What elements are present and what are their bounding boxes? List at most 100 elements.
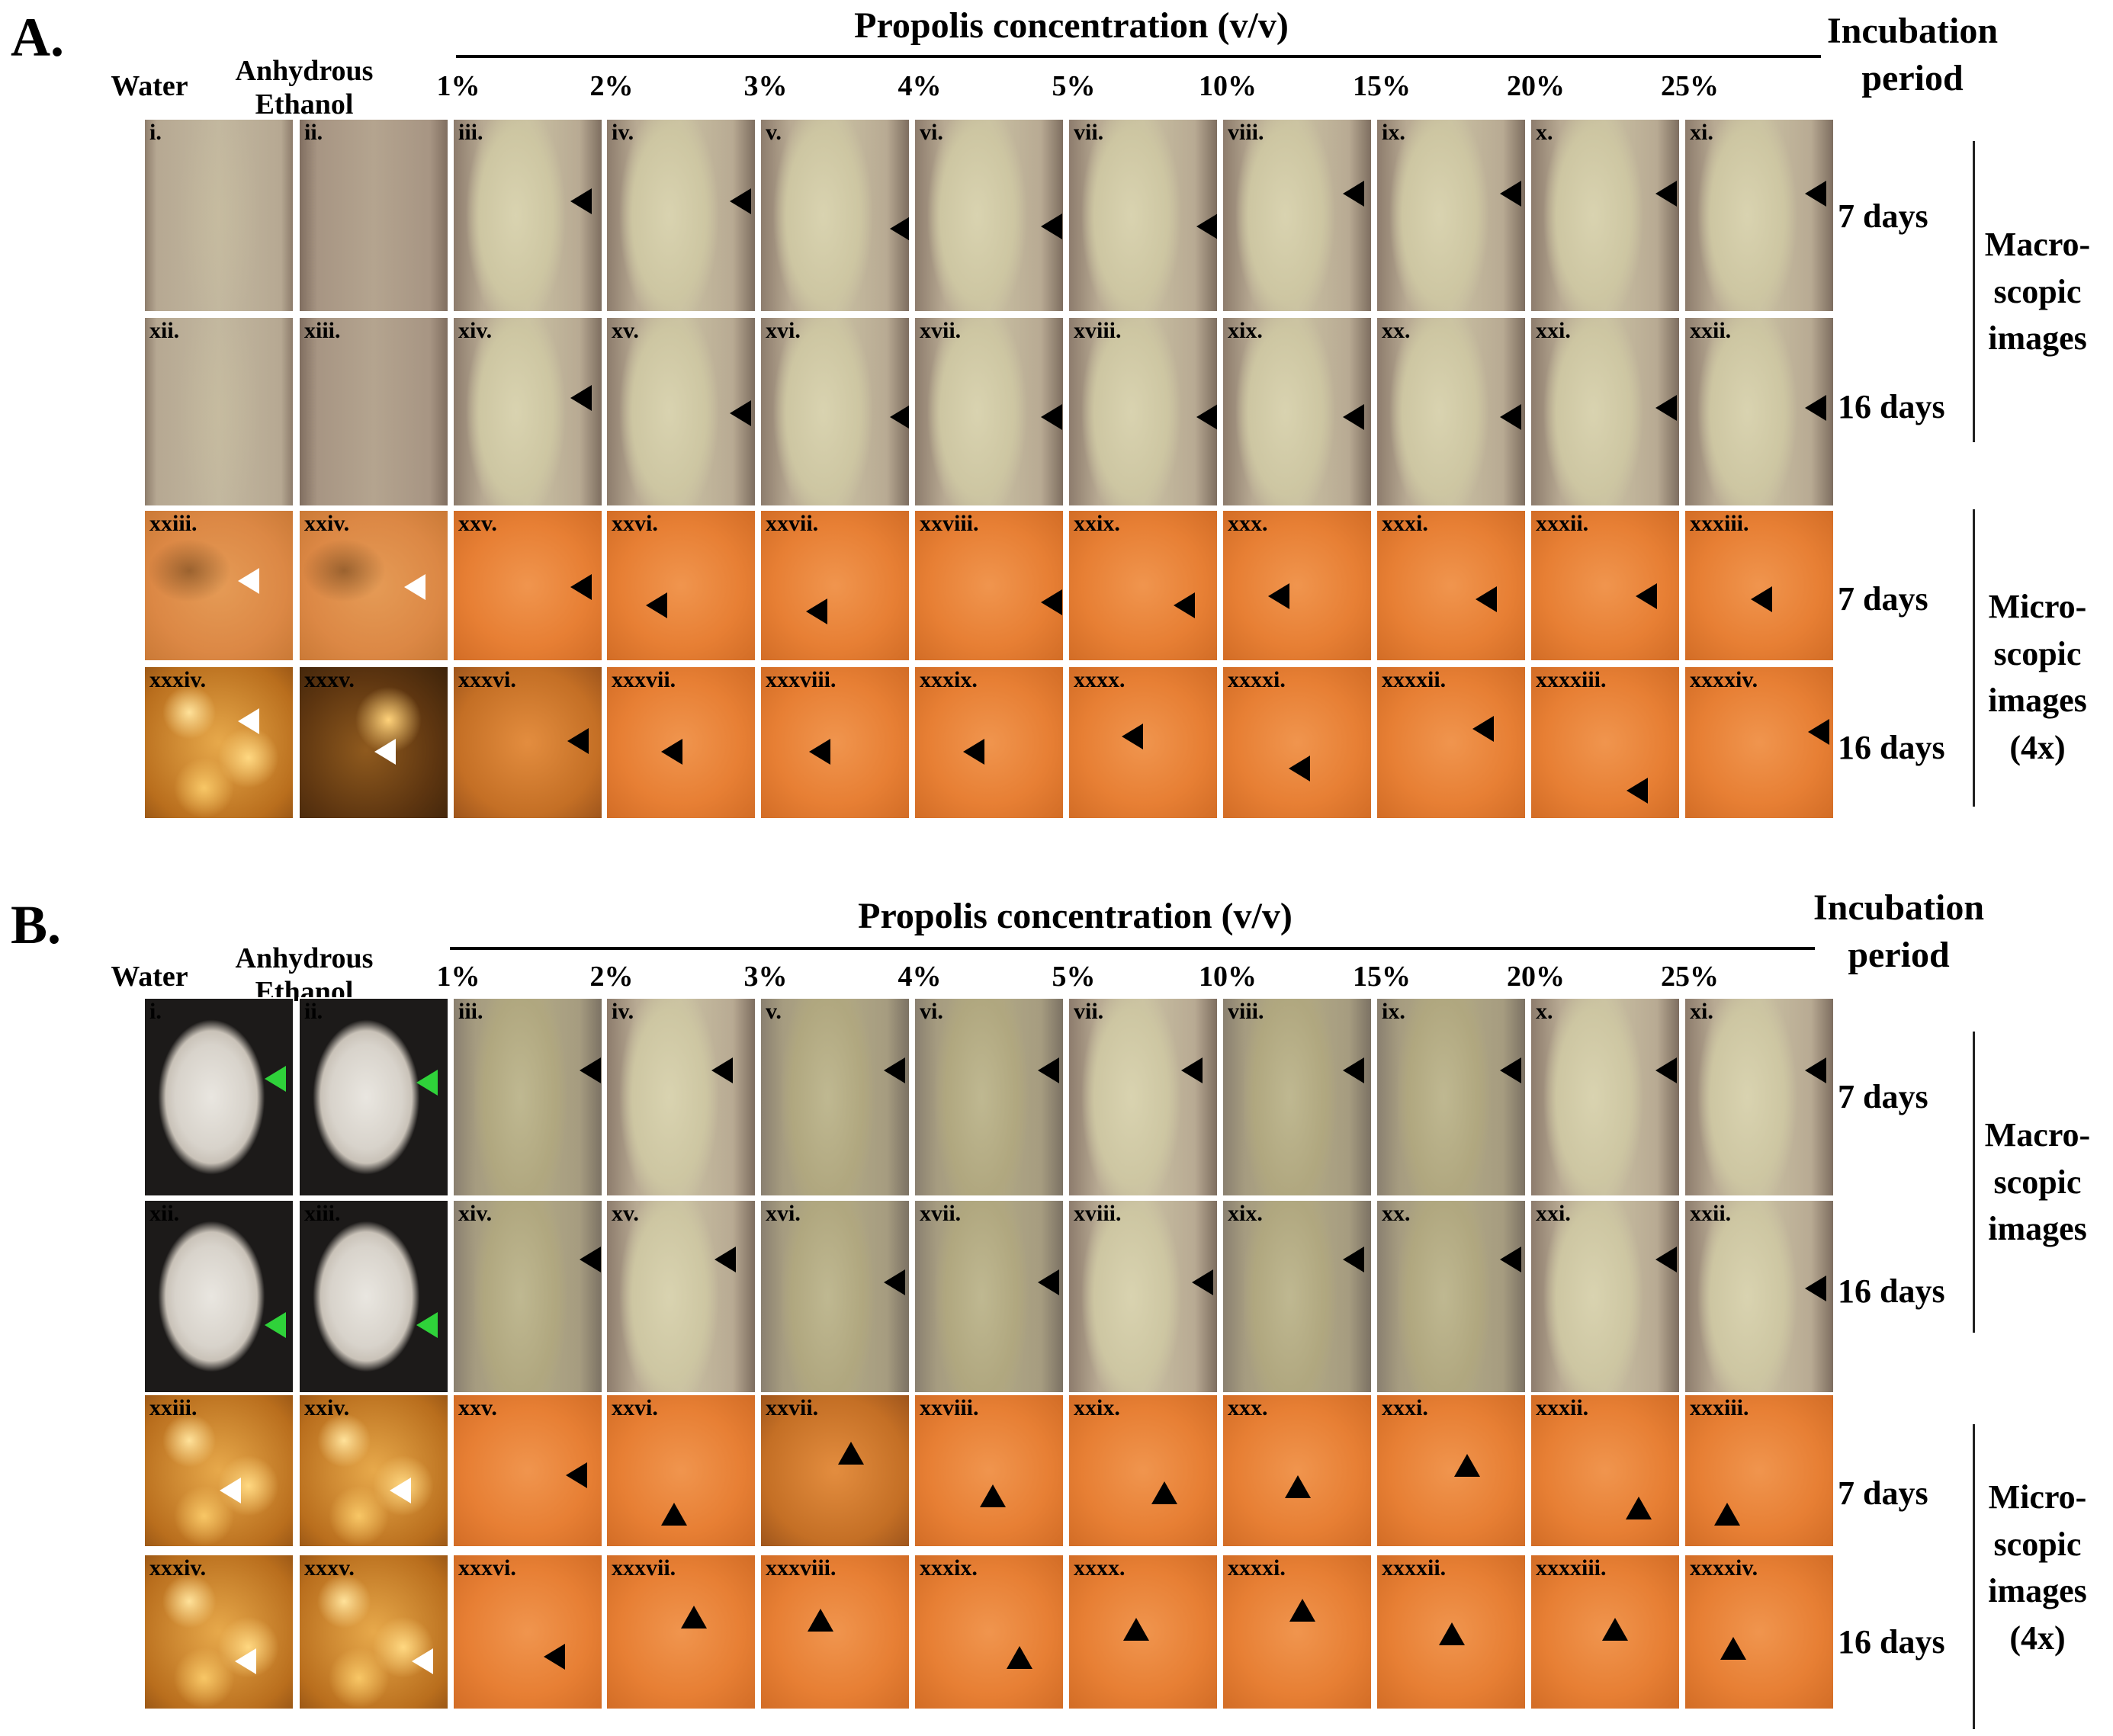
image-index-label: xx.: [1382, 318, 1411, 343]
panel-a: A. Propolis concentration (v/v) Incubati…: [0, 0, 2113, 850]
arrowhead-marker-icon: [1804, 1275, 1826, 1301]
arrowhead-marker-icon: [805, 598, 827, 624]
image-index-label: xxxviii.: [766, 667, 837, 692]
image-index-label: xxxviii.: [766, 1555, 837, 1580]
arrowhead-marker-icon: [1342, 1246, 1364, 1272]
column-label: 20%: [1507, 961, 1565, 993]
column-label: 2%: [589, 961, 634, 993]
microscopic-image: xxxiv.: [143, 666, 294, 820]
microscopic-image: xxvii.: [759, 1394, 910, 1548]
image-index-label: vi.: [920, 120, 943, 145]
arrowhead-marker-icon: [715, 1246, 737, 1272]
macroscopic-image: x.: [1530, 118, 1681, 313]
arrowhead-marker-icon: [374, 739, 396, 765]
column-label: 10%: [1199, 70, 1257, 102]
image-index-label: xviii.: [1074, 318, 1122, 343]
macroscopic-image: viii.: [1222, 997, 1373, 1197]
arrowhead-marker-icon: [1804, 180, 1826, 207]
arrowhead-marker-icon: [1713, 1503, 1740, 1526]
arrowhead-marker-icon: [1499, 180, 1521, 207]
image-index-label: xxxxii.: [1382, 667, 1447, 692]
image-index-label: xiii.: [304, 318, 341, 343]
image-index-label: xvii.: [920, 1201, 962, 1226]
microscopic-image: xxxvi.: [452, 1554, 603, 1710]
column-label: 15%: [1353, 961, 1411, 993]
arrowhead-marker-icon: [1499, 1246, 1521, 1272]
arrowhead-marker-icon: [1655, 394, 1677, 421]
incubation-period-label: 7 days: [1838, 197, 1928, 235]
arrowhead-marker-icon: [889, 215, 909, 242]
macroscopic-image: vi.: [914, 118, 1065, 313]
macroscopic-image: ii.: [298, 997, 449, 1197]
image-index-label: ii.: [304, 999, 323, 1024]
image-index-label: xv.: [612, 1201, 639, 1226]
image-index-label: xxxiv.: [149, 667, 207, 692]
incubation-period-label: 16 days: [1838, 1623, 1945, 1661]
arrowhead-marker-icon: [808, 1608, 834, 1632]
column-label: 4%: [898, 70, 942, 102]
image-index-label: ix.: [1382, 999, 1405, 1024]
concentration-header: Propolis concentration (v/v): [854, 5, 1289, 46]
image-index-label: vii.: [1074, 120, 1104, 145]
macroscopic-image: xxii.: [1684, 316, 1835, 507]
panel-label: B.: [11, 894, 62, 955]
image-index-label: xxxvi.: [458, 667, 516, 692]
image-index-label: xvii.: [920, 318, 962, 343]
macroscopic-image: iv.: [605, 118, 756, 313]
arrowhead-marker-icon: [837, 1441, 864, 1465]
incubation-period-header: Incubation period: [1826, 11, 1999, 99]
arrowhead-marker-icon: [979, 1484, 1006, 1508]
arrowhead-marker-icon: [1289, 756, 1311, 782]
arrowhead-marker-icon: [389, 1478, 411, 1504]
arrowhead-marker-icon: [1007, 1645, 1033, 1669]
arrowhead-marker-icon: [416, 1312, 438, 1339]
image-index-label: xxxxiii.: [1536, 667, 1607, 692]
image-index-label: xxxxiv.: [1690, 1555, 1758, 1580]
arrowhead-marker-icon: [1476, 586, 1498, 612]
image-index-label: xxxiii.: [1690, 1395, 1749, 1420]
image-index-label: xi.: [1690, 999, 1713, 1024]
arrowhead-marker-icon: [1342, 404, 1364, 430]
microscopic-image: xxxxiii.: [1530, 1554, 1681, 1710]
image-index-label: xxiv.: [304, 511, 350, 536]
arrowhead-marker-icon: [570, 188, 592, 215]
image-index-label: xxxxi.: [1228, 1555, 1286, 1580]
microscopic-image: xxxxii.: [1376, 1554, 1527, 1710]
concentration-header: Propolis concentration (v/v): [858, 896, 1293, 936]
image-index-label: xxix.: [1074, 511, 1120, 536]
group-label-micro: Micro-scopic images (4x): [1988, 1478, 2087, 1657]
arrowhead-marker-icon: [883, 1057, 905, 1084]
column-label: 4%: [898, 961, 942, 993]
microscopic-image: xxx.: [1222, 509, 1373, 662]
microscopic-image: xxxx.: [1068, 1554, 1219, 1710]
arrowhead-marker-icon: [1181, 1057, 1203, 1084]
microscopic-image: xxxvii.: [605, 1554, 756, 1710]
image-index-label: xiii.: [304, 1201, 341, 1226]
image-index-label: xxxvi.: [458, 1555, 516, 1580]
image-index-label: ix.: [1382, 120, 1405, 145]
image-index-label: xxvi.: [612, 1395, 658, 1420]
column-label: 1%: [436, 70, 480, 102]
microscopic-image: xxiii.: [143, 509, 294, 662]
column-label: 3%: [743, 70, 788, 102]
arrowhead-marker-icon: [808, 739, 830, 765]
microscopic-image: xxxix.: [914, 1554, 1065, 1710]
arrowhead-marker-icon: [1121, 723, 1143, 749]
image-index-label: xxv.: [458, 1395, 497, 1420]
arrowhead-marker-icon: [1499, 404, 1521, 430]
microscopic-image: xxvi.: [605, 509, 756, 662]
image-index-label: xiv.: [458, 1201, 493, 1226]
incubation-period-label: 16 days: [1838, 388, 1945, 425]
arrowhead-marker-icon: [729, 188, 751, 215]
arrowhead-marker-icon: [1807, 718, 1829, 745]
arrowhead-marker-icon: [1626, 1497, 1652, 1520]
image-index-label: xxxi.: [1382, 511, 1428, 536]
column-label: 1%: [436, 961, 480, 993]
incubation-period-label: 16 days: [1838, 1272, 1945, 1310]
microscopic-image: xxxxiv.: [1684, 1554, 1835, 1710]
arrowhead-marker-icon: [1453, 1453, 1480, 1477]
group-bracket-micro: [1973, 509, 1975, 807]
image-index-label: xxxiv.: [149, 1555, 207, 1580]
image-index-label: xix.: [1228, 1201, 1263, 1226]
arrowhead-marker-icon: [570, 385, 592, 411]
